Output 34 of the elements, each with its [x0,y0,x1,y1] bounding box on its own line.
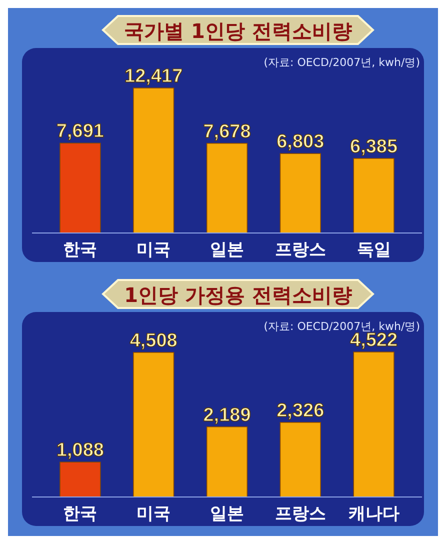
x-tick-label: 프랑스 [274,504,326,524]
data-label: 6,803 [276,132,324,153]
data-label: 4,508 [130,330,178,352]
x-tick-label: 미국 [136,504,171,524]
bar [353,352,394,498]
data-label: 4,522 [350,330,398,351]
bar [206,426,248,498]
bar [133,352,174,498]
x-tick-label: 프랑스 [274,240,326,260]
x-tick-label: 일본 [210,504,244,524]
x-tick-label: 일본 [210,240,244,260]
data-label: 7,678 [203,121,251,142]
bar [133,88,174,234]
x-tick-label: 캐나다 [348,504,400,524]
data-label: 7,691 [56,121,104,142]
chart-title: 국가별 1인당 전력소비량 [124,19,352,43]
bar [60,142,101,234]
bar [60,462,101,498]
chart-title: 1인당 가정용 전력소비량 [124,283,352,307]
bar [280,422,321,498]
bar [280,153,321,234]
x-tick-label: 한국 [63,240,98,260]
bar [206,142,248,234]
data-label: 12,417 [124,66,183,87]
data-label: 2,189 [203,404,251,426]
text: (자료: OECD/2007년, kwh/명) [264,320,420,333]
x-tick-label: 독일 [356,240,391,260]
data-label: 1,088 [56,440,104,462]
x-tick-label: 미국 [136,240,171,260]
data-label: 6,385 [350,136,398,158]
bar [353,158,394,234]
text: (자료: OECD/2007년, kwh/명) [264,56,420,69]
x-tick-label: 한국 [63,504,98,524]
data-label: 2,326 [276,400,324,422]
